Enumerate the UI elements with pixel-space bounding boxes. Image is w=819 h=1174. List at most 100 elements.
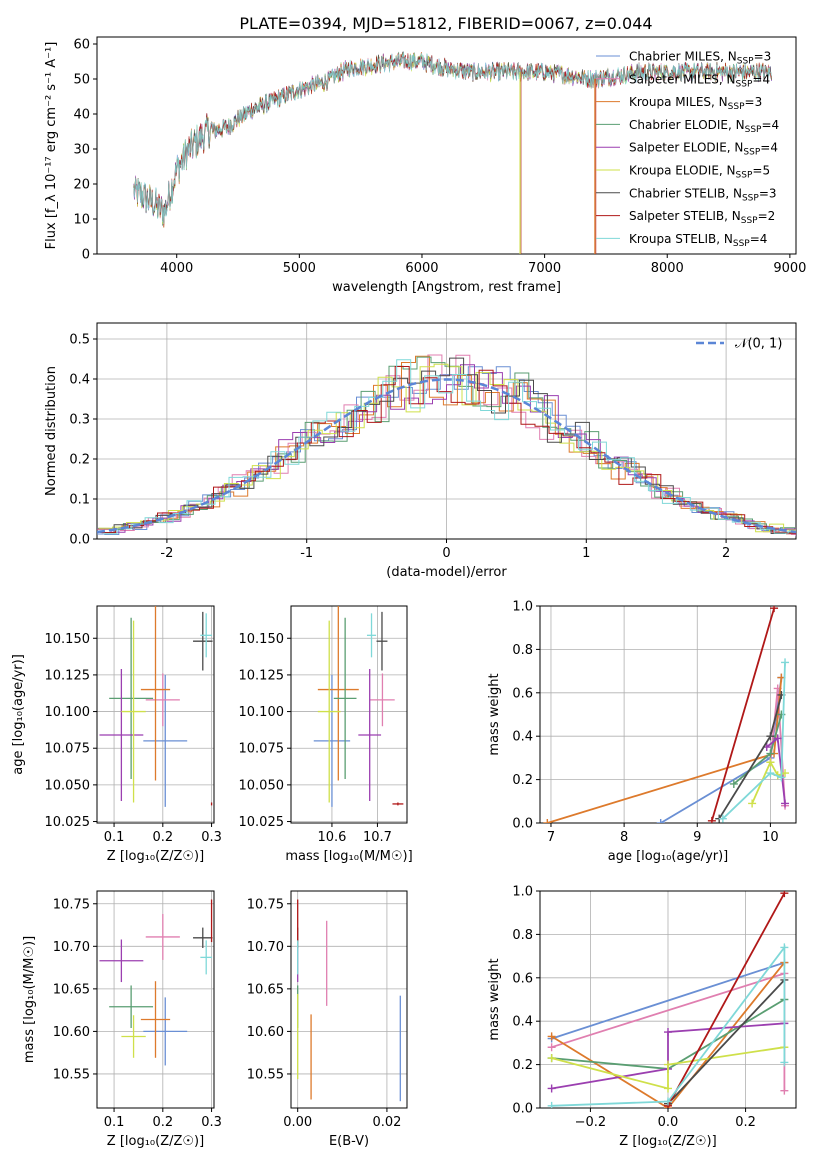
x-tick-label: -2 — [160, 546, 173, 561]
errorbar-point-5 — [99, 669, 144, 802]
errorbar-point-5 — [358, 669, 382, 802]
x-axis-label: wavelength [Angstrom, rest frame] — [332, 280, 561, 295]
x-axis-label: Z [log₁₀(Z/Z☉)] — [107, 1134, 204, 1149]
residual-histograms — [97, 354, 796, 537]
weight-series-5 — [762, 734, 790, 808]
weight-line — [551, 962, 786, 1108]
errorbar-point-7 — [376, 611, 388, 671]
x-tick-label: 2 — [722, 546, 730, 561]
errorbar-point-6 — [121, 1015, 146, 1058]
errorbar-point-4 — [109, 617, 154, 780]
y-axis-label: age [log₁₀(age/yr)] — [11, 654, 26, 775]
errorbar-point-1 — [143, 997, 188, 1066]
y-tick-label: 0.8 — [512, 928, 533, 943]
x-tick-label: 1 — [582, 546, 590, 561]
errorbar-point-3 — [140, 981, 171, 1058]
weight-marker — [664, 1084, 672, 1093]
y-axis-label: Flux [f_λ 10⁻¹⁷ erg cm⁻² s⁻¹ A⁻¹] — [44, 42, 59, 250]
weight-line — [547, 677, 783, 823]
errorbar-point-7 — [193, 611, 213, 671]
x-tick-label: 0.2 — [152, 830, 173, 845]
weight-marker — [664, 1060, 672, 1069]
weight-line — [711, 607, 775, 822]
y-tick-label: 0.0 — [512, 817, 533, 832]
y-tick-label: 10.60 — [53, 1025, 90, 1040]
axes-frame — [96, 890, 215, 1109]
x-tick-label: 0.2 — [152, 1115, 173, 1130]
errorbar-point-8 — [210, 802, 213, 806]
legend-label: Kroupa STELIB, NSSP=4 — [629, 232, 767, 249]
axes-age_vs_mass: 10.6 10.7 10.025 10.050 10.075 10.100 10.125 10… — [239, 605, 413, 864]
legend-label: Chabrier STELIB, NSSP=3 — [629, 186, 777, 203]
y-tick-label: 40 — [73, 108, 90, 123]
legend-label: Salpeter STELIB, NSSP=2 — [629, 209, 775, 226]
y-tick-label: 60 — [73, 38, 90, 53]
errorbar-point-9 — [200, 613, 213, 658]
axes-age_vs_Z: 0.1 0.2 0.3 10.025 10.050 10.075 10.100 10.125 1… — [11, 605, 222, 864]
x-tick-label: 7 — [547, 830, 555, 845]
y-axis-label: Normed distribution — [44, 366, 59, 496]
axes-frame — [96, 36, 797, 255]
errorbars-mass_vs_Z — [99, 899, 213, 1066]
x-axis-label: Z [log₁₀(Z/Z☉)] — [107, 849, 204, 864]
legend-label: Salpeter ELODIE, NSSP=4 — [629, 141, 778, 158]
weights-weight_vs_Z — [547, 891, 789, 1108]
axes-residuals: -2 -1 0 1 2 0.0 0.1 0.2 0.3 0.4 0.5 (data-model)/er… — [44, 322, 797, 580]
legend-label: Salpeter MILES, NSSP=4 — [629, 72, 770, 89]
x-tick-label: -1 — [300, 546, 313, 561]
weight-marker — [780, 1058, 789, 1067]
weight-marker — [781, 799, 790, 808]
x-tick-label: 4000 — [160, 261, 193, 276]
weight-marker — [547, 1084, 556, 1093]
weight-marker — [664, 1028, 672, 1037]
weight-marker — [543, 819, 552, 823]
y-tick-label: 0.5 — [69, 333, 90, 348]
residual-legend: 𝒩(0, 1) — [696, 337, 782, 352]
y-tick-label: 10.150 — [45, 632, 91, 647]
errorbar-point-2 — [145, 673, 180, 727]
weight-line — [722, 662, 786, 820]
weight-marker — [547, 1101, 556, 1108]
y-tick-label: 10.050 — [45, 778, 91, 793]
weight-series-8 — [707, 606, 779, 823]
errorbar-point-6 — [121, 620, 146, 803]
x-tick-label: 7000 — [528, 261, 561, 276]
weight-marker — [707, 816, 716, 823]
y-tick-label: 10.65 — [53, 982, 90, 997]
x-tick-label: 10.7 — [363, 830, 392, 845]
axes-mass_vs_Z: 0.1 0.2 0.3 10.55 10.60 10.65 10.70 10.75 Z [log… — [22, 890, 222, 1149]
x-tick-label: 0.00 — [283, 1115, 312, 1130]
errorbars-mass_vs_EBV — [297, 899, 401, 1102]
y-tick-label: 10.100 — [239, 705, 285, 720]
y-tick-label: 10.025 — [45, 815, 91, 830]
legend-label: Chabrier ELODIE, NSSP=4 — [629, 118, 779, 135]
y-tick-label: 0.4 — [512, 730, 533, 745]
y-tick-label: 10 — [73, 213, 90, 228]
errorbar-point-4 — [109, 985, 154, 1029]
weight-marker — [781, 658, 790, 667]
errorbars-age_vs_Z — [99, 606, 213, 807]
weight-line — [551, 961, 785, 1040]
x-axis-label: Z [log₁₀(Z/Z☉)] — [619, 1134, 716, 1149]
y-tick-label: 0.4 — [512, 1015, 533, 1030]
weight-line — [551, 1046, 785, 1090]
weight-series-6 — [547, 1043, 789, 1093]
y-tick-label: 10.75 — [247, 897, 284, 912]
weight-marker — [780, 1086, 789, 1095]
legend-label: 𝒩(0, 1) — [735, 337, 782, 352]
weights-weight_vs_age — [543, 606, 790, 823]
x-tick-label: 5000 — [283, 261, 316, 276]
y-tick-label: 10.65 — [247, 982, 284, 997]
y-tick-label: 0 — [82, 248, 90, 263]
errorbar-point-7 — [193, 927, 213, 949]
y-tick-label: 10.050 — [239, 778, 285, 793]
y-tick-label: 0.0 — [69, 533, 90, 548]
errorbar-point-2 — [370, 673, 395, 727]
weight-marker — [547, 1043, 556, 1052]
errorbar-point-2 — [145, 913, 180, 960]
legend-label: Kroupa ELODIE, NSSP=5 — [629, 164, 770, 181]
y-tick-label: 10.125 — [45, 668, 91, 683]
y-axis-label: mass [log₁₀(M/M☉)] — [22, 936, 37, 1063]
axes-mass_vs_EBV: 0.00 0.02 10.55 10.60 10.65 10.70 10.75 E(B-V) — [247, 890, 408, 1149]
